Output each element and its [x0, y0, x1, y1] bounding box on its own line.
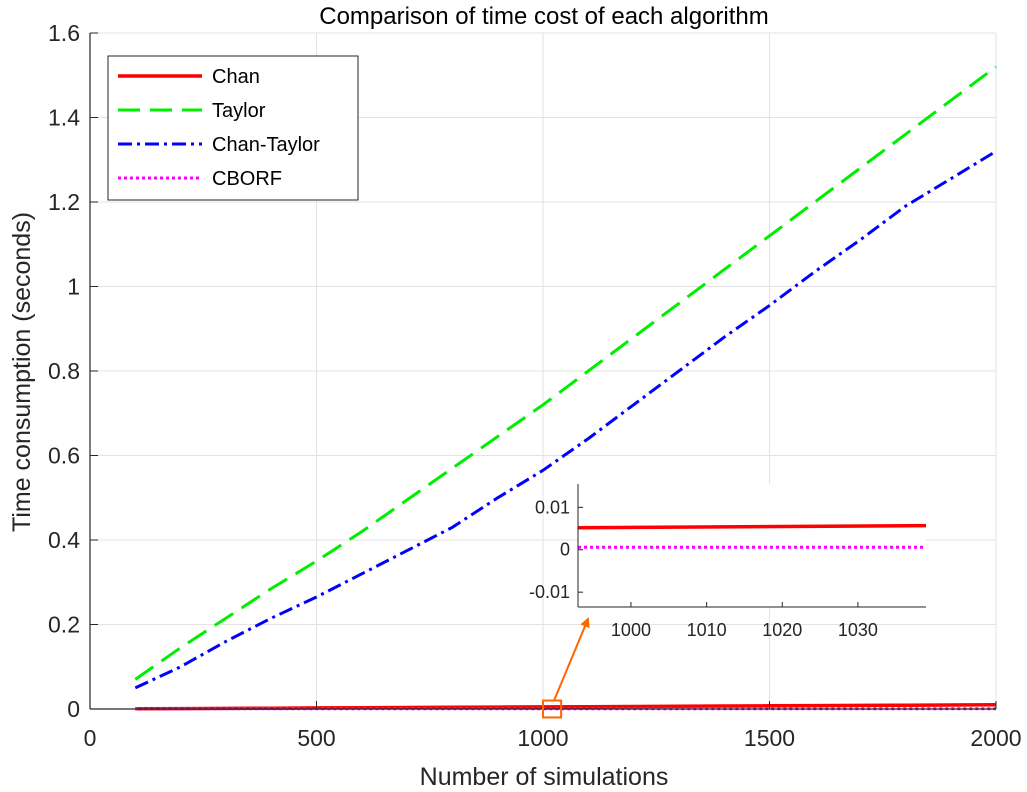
zoom-highlight-box	[542, 699, 563, 719]
y-tick-label-5: 1	[67, 274, 80, 300]
x-tick-label-4: 2000	[970, 725, 1021, 751]
grid-lines	[89, 32, 997, 710]
y-tick-label-1: 0.2	[48, 612, 80, 638]
y-tick-label-3: 0.6	[48, 443, 80, 469]
y-tick-label-4: 0.8	[48, 358, 80, 384]
series-line-chan	[135, 703, 997, 711]
legend: Chan Taylor Chan-Taylor CBORF	[107, 55, 359, 201]
inset-series-line-chan	[577, 523, 927, 530]
tick-labels: 0 500 1000 1500 2000 0 0.2 0.4 0.6 0.8 1 1.2 1.4 1.6	[48, 20, 1022, 751]
x-tick-label-1: 500	[297, 725, 335, 751]
legend-box	[107, 55, 359, 201]
inset-background	[578, 484, 926, 607]
inset-chart: 1000 1010 1020 1030 0.01 0 -0.01	[529, 484, 927, 640]
x-tick-label-2: 1000	[517, 725, 568, 751]
y-tick-label-7: 1.4	[48, 105, 80, 131]
x-tick-label-3: 1500	[744, 725, 795, 751]
y-tick-label-6: 1.2	[48, 189, 80, 215]
y-axis-label: Time consumption (seconds)	[8, 212, 36, 532]
y-tick-label-8: 1.6	[48, 20, 80, 46]
x-tick-label-0: 0	[84, 725, 97, 751]
y-tick-label-0: 0	[67, 696, 80, 722]
legend-label-1: Taylor	[212, 100, 266, 122]
chart-title: Comparison of time cost of each algorith…	[319, 3, 769, 30]
zoom-highlight	[542, 617, 590, 719]
inset-x-tick-label-1: 1010	[687, 620, 727, 640]
inset-y-tick-label-0: 0.01	[535, 497, 570, 517]
inset-y-tick-label-2: -0.01	[529, 582, 570, 602]
inset-x-tick-label-3: 1030	[838, 620, 878, 640]
legend-label-3: CBORF	[212, 168, 282, 190]
series-group	[134, 65, 997, 711]
legend-label-0: Chan	[212, 66, 260, 88]
series-line-taylor	[134, 65, 997, 681]
inset-x-tick-label-0: 1000	[611, 620, 651, 640]
inset-y-tick-label-1: 0	[560, 540, 570, 560]
inset-x-tick-label-2: 1020	[762, 620, 802, 640]
x-axis-label: Number of simulations	[420, 763, 669, 791]
legend-label-2: Chan-Taylor	[212, 134, 320, 156]
y-tick-label-2: 0.4	[48, 527, 80, 553]
series-line-chan-taylor	[134, 150, 997, 690]
zoom-arrow	[553, 617, 590, 701]
